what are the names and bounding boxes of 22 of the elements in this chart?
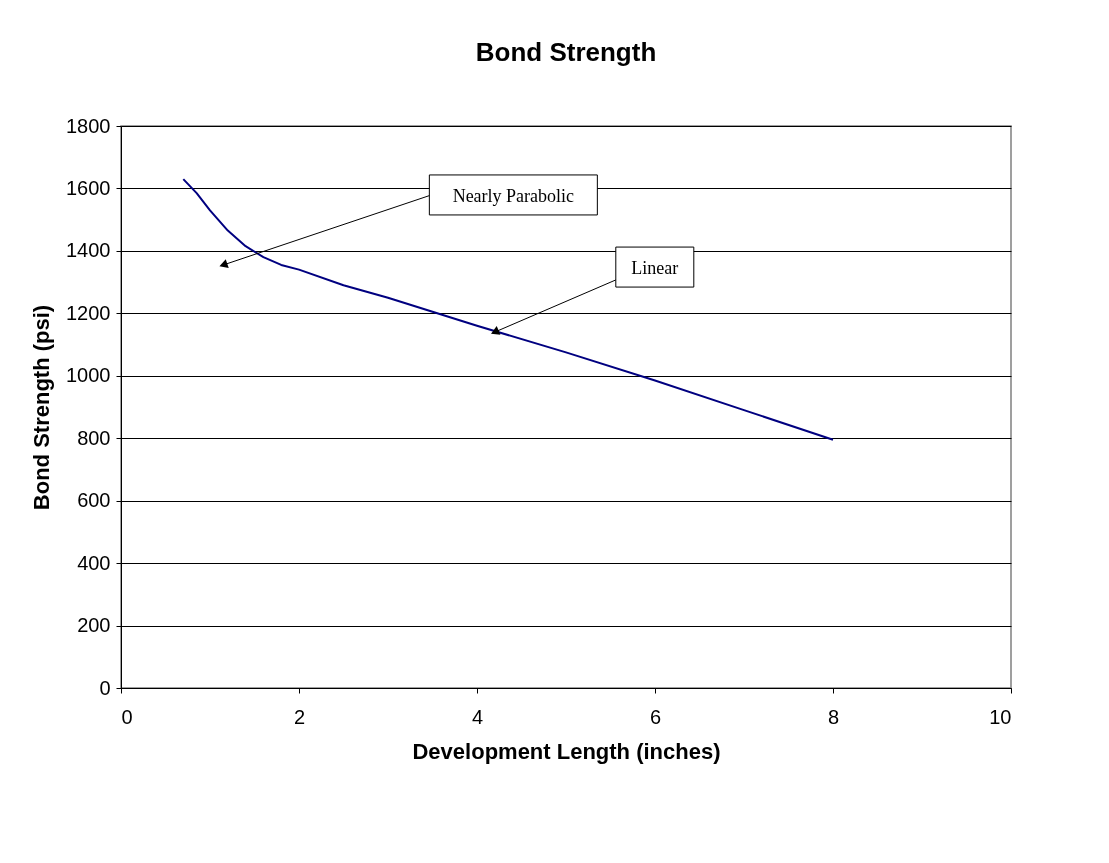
y-tick-label: 600 [77,489,111,512]
y-tick-label: 1600 [66,176,111,199]
x-tick-label: 4 [471,705,484,728]
annotation: Nearly Parabolic [452,185,575,206]
y-tick-label: 1400 [66,239,111,262]
x-tick-label: 10 [989,705,1012,728]
y-tick-label: 0 [99,676,111,699]
annotation: Linear [631,258,679,279]
x-tick-label: 8 [827,705,840,728]
x-axis-title: Development Length (inches) [412,738,721,764]
y-tick-label: 200 [77,614,111,637]
x-tick-label: 6 [649,705,662,728]
x-tick-label: 0 [121,705,133,728]
line-series [182,178,834,441]
y-tick-label: 400 [77,551,111,574]
x-tick-label: 2 [293,705,306,728]
chart-title: Bond Strength [475,37,657,67]
y-tick-label: 1200 [66,301,111,324]
y-tick-label: 1000 [66,364,111,387]
y-tick-label: 1800 [66,114,111,137]
y-tick-label: 800 [77,426,111,449]
y-axis-title: Bond Strength (psi) [29,304,55,511]
